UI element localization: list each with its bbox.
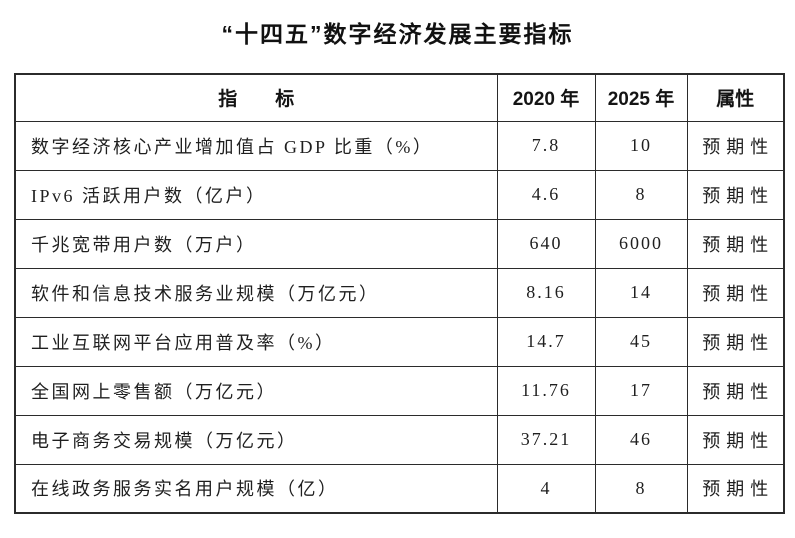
table-row: 千兆宽带用户数（万户） 640 6000 预期性 xyxy=(14,218,785,269)
indicator-cell: 在线政务服务实名用户规模（亿） xyxy=(14,463,498,514)
header-2025: 2025 年 xyxy=(594,73,688,122)
attribute-cell: 预期性 xyxy=(686,120,785,171)
attribute-cell: 预期性 xyxy=(686,267,785,318)
indicator-table: 指 标 2020 年 2025 年 属性 数字经济核心产业增加值占 GDP 比重… xyxy=(14,73,785,514)
attribute-cell: 预期性 xyxy=(686,365,785,416)
header-attribute: 属性 xyxy=(686,73,785,122)
value-2020-cell: 11.76 xyxy=(496,365,596,416)
table-header-row: 指 标 2020 年 2025 年 属性 xyxy=(14,73,785,122)
value-2020-cell: 4.6 xyxy=(496,169,596,220)
value-2025-cell: 46 xyxy=(594,414,688,465)
table-row: 电子商务交易规模（万亿元） 37.21 46 预期性 xyxy=(14,414,785,465)
table-row: 数字经济核心产业增加值占 GDP 比重（%） 7.8 10 预期性 xyxy=(14,120,785,171)
value-2025-cell: 8 xyxy=(594,169,688,220)
value-2020-cell: 640 xyxy=(496,218,596,269)
table-row: 在线政务服务实名用户规模（亿） 4 8 预期性 xyxy=(14,463,785,514)
value-2020-cell: 8.16 xyxy=(496,267,596,318)
indicator-cell: 工业互联网平台应用普及率（%） xyxy=(14,316,498,367)
value-2020-cell: 14.7 xyxy=(496,316,596,367)
table-row: IPv6 活跃用户数（亿户） 4.6 8 预期性 xyxy=(14,169,785,220)
value-2025-cell: 10 xyxy=(594,120,688,171)
value-2025-cell: 8 xyxy=(594,463,688,514)
table-header: 指 标 2020 年 2025 年 属性 xyxy=(14,73,785,122)
value-2025-cell: 14 xyxy=(594,267,688,318)
attribute-cell: 预期性 xyxy=(686,463,785,514)
table-body: 数字经济核心产业增加值占 GDP 比重（%） 7.8 10 预期性 IPv6 活跃用户数… xyxy=(14,120,785,514)
value-2025-cell: 17 xyxy=(594,365,688,416)
value-2025-cell: 6000 xyxy=(594,218,688,269)
header-2020: 2020 年 xyxy=(496,73,596,122)
indicator-cell: 电子商务交易规模（万亿元） xyxy=(14,414,498,465)
value-2020-cell: 37.21 xyxy=(496,414,596,465)
indicator-cell: 全国网上零售额（万亿元） xyxy=(14,365,498,416)
indicator-cell: 数字经济核心产业增加值占 GDP 比重（%） xyxy=(14,120,498,171)
table-row: 工业互联网平台应用普及率（%） 14.7 45 预期性 xyxy=(14,316,785,367)
table-row: 全国网上零售额（万亿元） 11.76 17 预期性 xyxy=(14,365,785,416)
attribute-cell: 预期性 xyxy=(686,414,785,465)
indicator-cell: 千兆宽带用户数（万户） xyxy=(14,218,498,269)
attribute-cell: 预期性 xyxy=(686,169,785,220)
attribute-cell: 预期性 xyxy=(686,316,785,367)
value-2020-cell: 7.8 xyxy=(496,120,596,171)
value-2025-cell: 45 xyxy=(594,316,688,367)
indicator-cell: IPv6 活跃用户数（亿户） xyxy=(14,169,498,220)
page-title: “十四五”数字经济发展主要指标 xyxy=(221,21,574,47)
indicator-cell: 软件和信息技术服务业规模（万亿元） xyxy=(14,267,498,318)
value-2020-cell: 4 xyxy=(496,463,596,514)
attribute-cell: 预期性 xyxy=(686,218,785,269)
header-indicator: 指 标 xyxy=(14,73,498,122)
table-row: 软件和信息技术服务业规模（万亿元） 8.16 14 预期性 xyxy=(14,267,785,318)
